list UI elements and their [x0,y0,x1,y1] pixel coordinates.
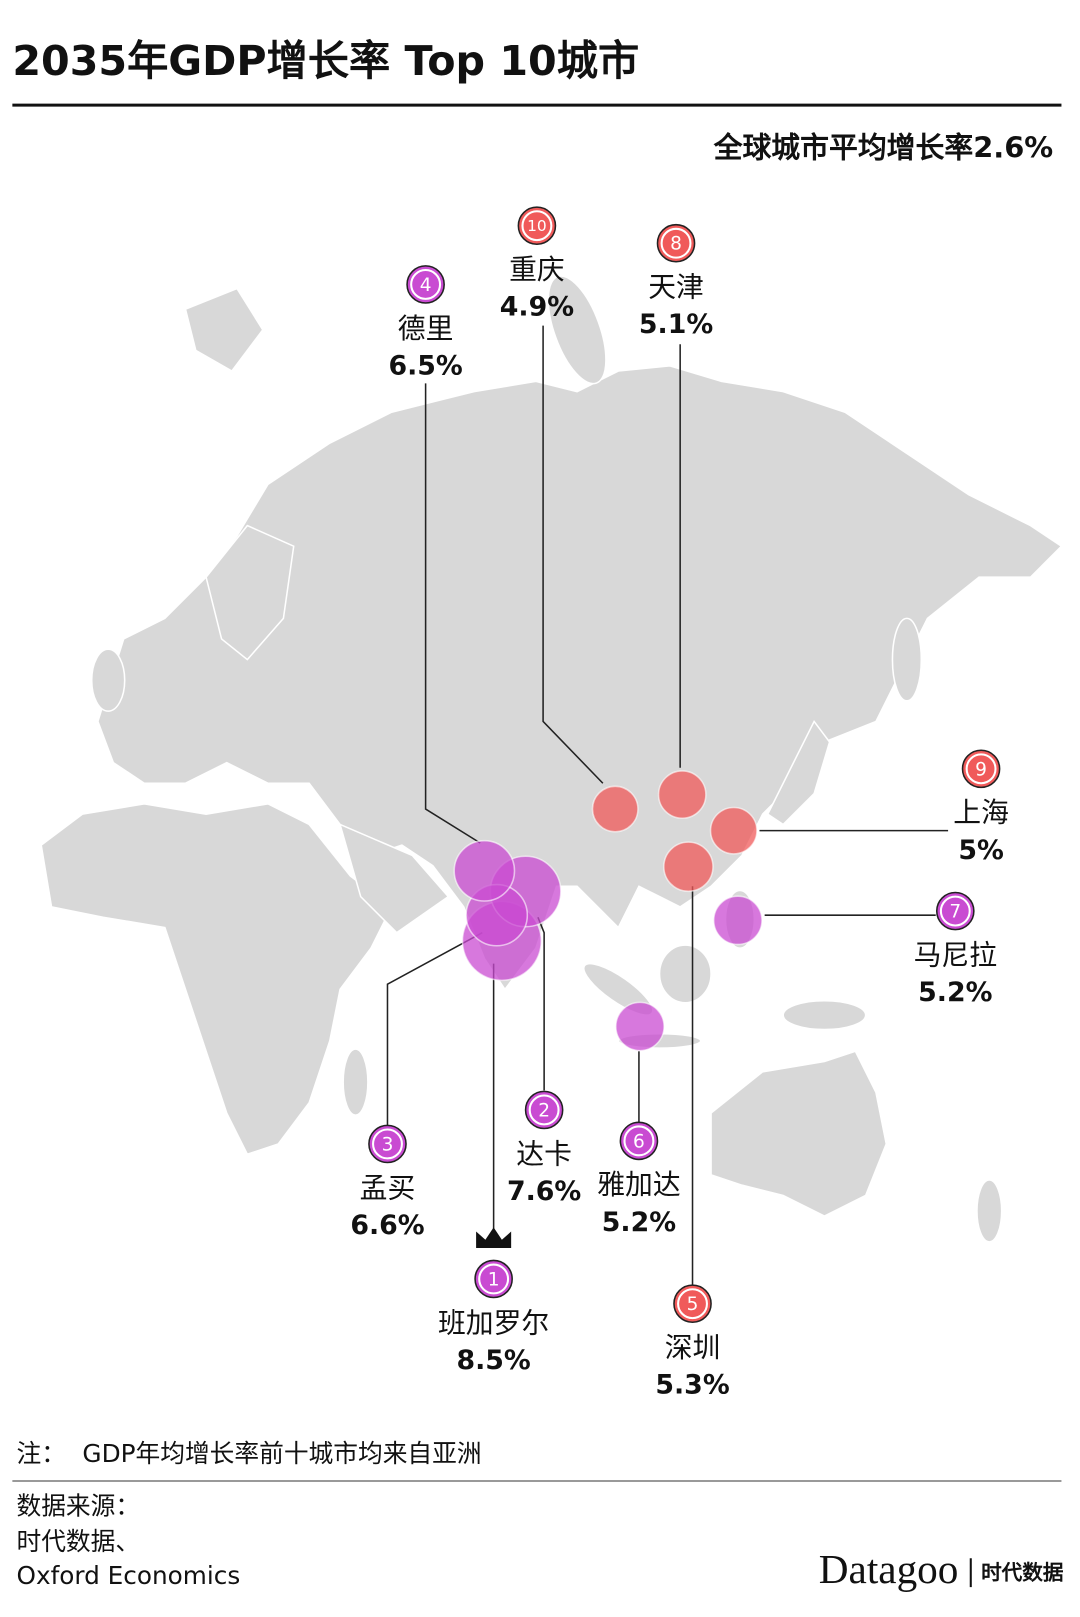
city-bubble [663,841,714,893]
city-growth: 5.3% [655,1370,729,1401]
city-bubble [657,770,707,820]
source-line: Oxford Economics [16,1561,240,1590]
bubbles [453,770,763,1052]
rank-badge-ring [410,268,442,300]
rank-badge-ring [372,1128,403,1160]
city-bubble [712,895,763,946]
city-growth: 4.9% [500,292,574,323]
rank-number: 4 [420,275,432,296]
city-growth: 5.2% [918,977,992,1008]
rank-badge-ring [528,1094,560,1126]
rank-badge-ring [623,1125,655,1157]
rank-number: 2 [538,1100,550,1121]
rank-number: 8 [670,234,682,255]
source-label: 数据来源： [16,1492,140,1521]
rank-badge [935,891,975,931]
rank-number: 10 [527,217,547,235]
map [40,275,1063,1243]
rank-badge-ring [677,1288,708,1320]
city-growth: 5.1% [639,309,713,340]
rank-badge-ring [521,210,553,242]
city-bubble [453,839,516,902]
city-bubble [615,1001,665,1052]
city-growth: 5% [958,835,1003,866]
city-layer: 1 班加罗尔 8.5% 2 达卡 7.6% 3 孟买 6.6% 4 德里 6.5% 5 深圳 5.3% 6 雅加… [350,206,1009,1401]
source-line: 时代数据、 [16,1527,140,1556]
city-growth: 6.5% [388,350,462,381]
city-name: 班加罗尔 [438,1306,549,1339]
city-name: 雅加达 [597,1168,680,1201]
rank-badge [619,1121,659,1161]
city-growth: 5.2% [602,1207,676,1238]
leader-line [542,325,604,784]
city-name: 上海 [953,796,1009,829]
city-growth: 8.5% [456,1345,530,1376]
rank-badge-ring [965,753,997,785]
note-text: GDP年均增长率前十城市均来自亚洲 [82,1439,481,1468]
rank-badge-ring [939,895,971,927]
city-name: 孟买 [360,1171,416,1204]
city-name: 重庆 [509,253,565,286]
city-name: 深圳 [665,1331,721,1364]
city-name: 马尼拉 [914,938,997,971]
rank-number: 6 [633,1131,645,1152]
city-growth: 6.6% [350,1210,424,1241]
rank-badge [656,223,696,263]
rank-number: 1 [488,1269,500,1290]
title: 2035年GDP增长率 Top 10城市 [12,37,639,85]
rank-number: 5 [687,1294,699,1315]
rank-badge [524,1090,564,1130]
leader-line [424,383,481,844]
rank-badge-ring [660,227,692,259]
rank-badge-ring [478,1263,510,1295]
subtitle: 全球城市平均增长率2.6% [713,130,1054,164]
leader-lines [386,325,949,1286]
rank-number: 3 [382,1134,394,1155]
rank-number: 7 [949,902,961,923]
note-label: 注： [16,1439,65,1468]
rank-badge [406,265,445,304]
logo-brand: Datagoo [819,1546,959,1592]
rank-badge [517,206,557,246]
logo-sub: 时代数据 [981,1561,1064,1585]
city-bubble [591,785,639,833]
leader-line [386,932,483,1126]
city-growth: 7.6% [507,1176,581,1207]
city-name: 德里 [398,312,454,345]
rank-badge [368,1124,407,1164]
rank-badge [673,1284,712,1324]
city-bubble [709,806,758,855]
crown-icon [476,1227,512,1249]
rank-badge [474,1259,513,1299]
city-name: 达卡 [516,1137,572,1170]
rank-badge [961,749,1001,789]
rank-number: 9 [975,759,987,780]
city-name: 天津 [648,271,704,304]
